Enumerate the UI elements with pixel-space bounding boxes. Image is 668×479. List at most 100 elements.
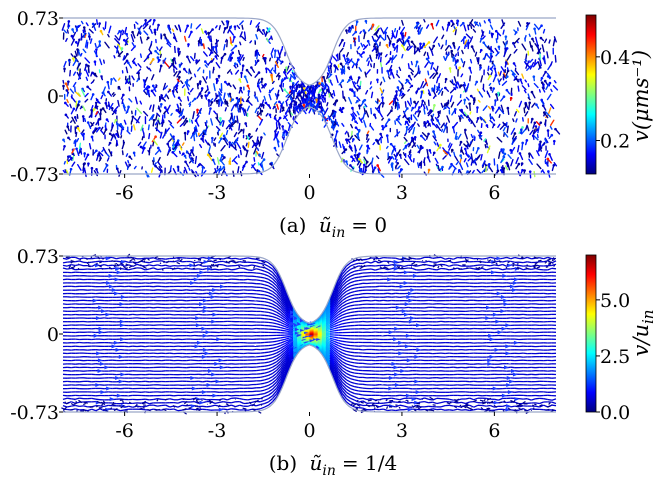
- streamlet: [455, 135, 458, 141]
- streamlet: [538, 89, 541, 93]
- streamlet: [365, 110, 370, 118]
- streamlet: [391, 55, 394, 64]
- streamlet-head: [293, 103, 296, 106]
- streamlet: [440, 122, 445, 129]
- streamlet: [449, 45, 452, 49]
- streamlet: [289, 74, 296, 80]
- streamlet-head: [98, 126, 101, 130]
- streamlet: [338, 141, 342, 149]
- streamlet: [114, 35, 120, 41]
- streamlet: [449, 88, 456, 94]
- streamlet-head: [241, 64, 245, 68]
- streamlet: [452, 26, 458, 33]
- streamlet: [261, 151, 265, 160]
- streamlet-head: [76, 126, 80, 130]
- streamline-segment: [321, 344, 327, 349]
- streamlet-head: [257, 28, 261, 32]
- streamlet: [274, 114, 277, 118]
- streamlet-head: [318, 82, 321, 85]
- streamlet-head: [161, 96, 164, 100]
- streamlet-head: [542, 111, 546, 114]
- streamlet: [196, 67, 201, 72]
- streamlet-head: [541, 104, 545, 107]
- streamlet-head: [194, 119, 198, 123]
- streamlet: [353, 144, 357, 152]
- streamline-segment: [272, 375, 278, 381]
- streamlet: [182, 115, 185, 120]
- streamlet: [83, 32, 86, 39]
- streamlet: [88, 28, 94, 34]
- streamline-segment: [526, 398, 532, 401]
- streamline-segment: [337, 363, 343, 369]
- streamlet: [167, 88, 171, 93]
- streamline-segment: [153, 404, 158, 407]
- streamlet: [154, 127, 162, 134]
- streamlet-head: [460, 149, 463, 152]
- streamlet: [392, 54, 398, 60]
- streamlet: [280, 78, 284, 82]
- streamlet-head: [153, 28, 157, 32]
- streamlet-head: [493, 67, 497, 70]
- streamlet: [347, 131, 350, 138]
- streamlet: [119, 29, 124, 34]
- streamlet-head: [521, 168, 524, 172]
- streamline-segment: [177, 404, 183, 408]
- streamlet-head: [273, 146, 277, 150]
- streamlet-head: [504, 47, 507, 50]
- streamlet-head: [223, 156, 226, 159]
- streamlet: [455, 65, 458, 70]
- streamlet: [223, 43, 226, 51]
- streamlet: [181, 84, 186, 89]
- streamlet-head: [476, 106, 479, 109]
- streamlet: [162, 134, 166, 139]
- streamlet-head: [381, 124, 384, 128]
- streamlet-head: [502, 95, 506, 98]
- streamlet: [223, 92, 226, 100]
- streamlet-head: [273, 117, 277, 120]
- streamlet-head: [479, 66, 482, 69]
- streamlet: [191, 169, 195, 174]
- streamline-segment: [223, 384, 228, 386]
- streamline-segment: [66, 405, 72, 408]
- streamline-segment: [218, 398, 224, 401]
- streamline-segment: [498, 380, 503, 383]
- streamline-arrow: [100, 390, 106, 395]
- streamlet: [332, 56, 338, 62]
- streamlet-head: [150, 89, 154, 93]
- streamlet: [403, 40, 408, 47]
- streamlet: [276, 56, 283, 63]
- streamlet: [437, 42, 441, 47]
- streamline-segment: [276, 368, 282, 374]
- streamline-segment: [124, 408, 129, 411]
- streamlet: [476, 168, 482, 175]
- streamlet: [435, 19, 440, 27]
- streamlet: [322, 94, 325, 101]
- streamlet: [245, 96, 251, 103]
- streamline-segment: [260, 399, 265, 403]
- streamlet-head: [362, 163, 366, 167]
- streamlet: [177, 24, 182, 33]
- streamline-segment: [157, 404, 162, 407]
- streamlet-head: [373, 39, 377, 43]
- streamlet-head: [219, 117, 222, 120]
- streamlet-head: [215, 77, 219, 81]
- streamlet: [549, 125, 553, 130]
- streamlet-head: [262, 103, 265, 107]
- streamlet-head: [487, 18, 491, 22]
- streamline-segment: [272, 355, 277, 359]
- streamlet: [465, 33, 472, 39]
- streamlet: [391, 71, 395, 79]
- streamlet: [396, 149, 401, 157]
- streamlet-head: [312, 90, 316, 93]
- streamlet: [287, 124, 291, 132]
- streamlet: [544, 138, 548, 144]
- streamlet-head: [82, 162, 86, 166]
- streamline-segment: [358, 386, 363, 389]
- streamlet: [320, 83, 325, 88]
- streamline-segment: [325, 345, 331, 351]
- streamline-segment: [79, 359, 84, 362]
- streamlet: [447, 142, 451, 148]
- streamline-segment: [428, 398, 433, 401]
- streamline-segment: [337, 360, 343, 366]
- streamlet: [329, 92, 333, 97]
